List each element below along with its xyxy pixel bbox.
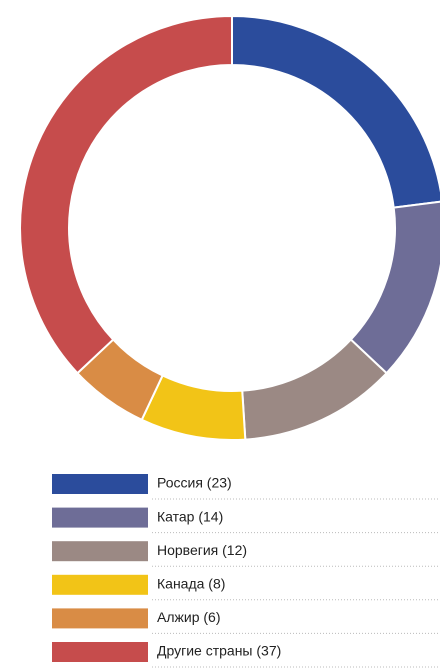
donut-segment <box>349 200 440 375</box>
legend-label: Алжир (6) <box>157 609 220 625</box>
legend-label: Катар (14) <box>157 508 223 524</box>
legend-label: Норвегия (12) <box>157 542 247 558</box>
legend-swatch <box>52 608 148 629</box>
donut-segment <box>19 14 233 375</box>
legend-swatch <box>52 474 148 494</box>
donut-segment <box>231 14 440 209</box>
legend-swatch <box>52 574 148 595</box>
legend-label: Канада (8) <box>157 576 225 592</box>
donut-segment <box>241 338 388 441</box>
legend-swatch <box>52 541 148 562</box>
legend-label: Другие страны (37) <box>157 643 281 659</box>
legend-label: Россия (23) <box>157 475 232 491</box>
legend-swatch <box>52 507 148 528</box>
legend-swatch <box>52 642 148 662</box>
